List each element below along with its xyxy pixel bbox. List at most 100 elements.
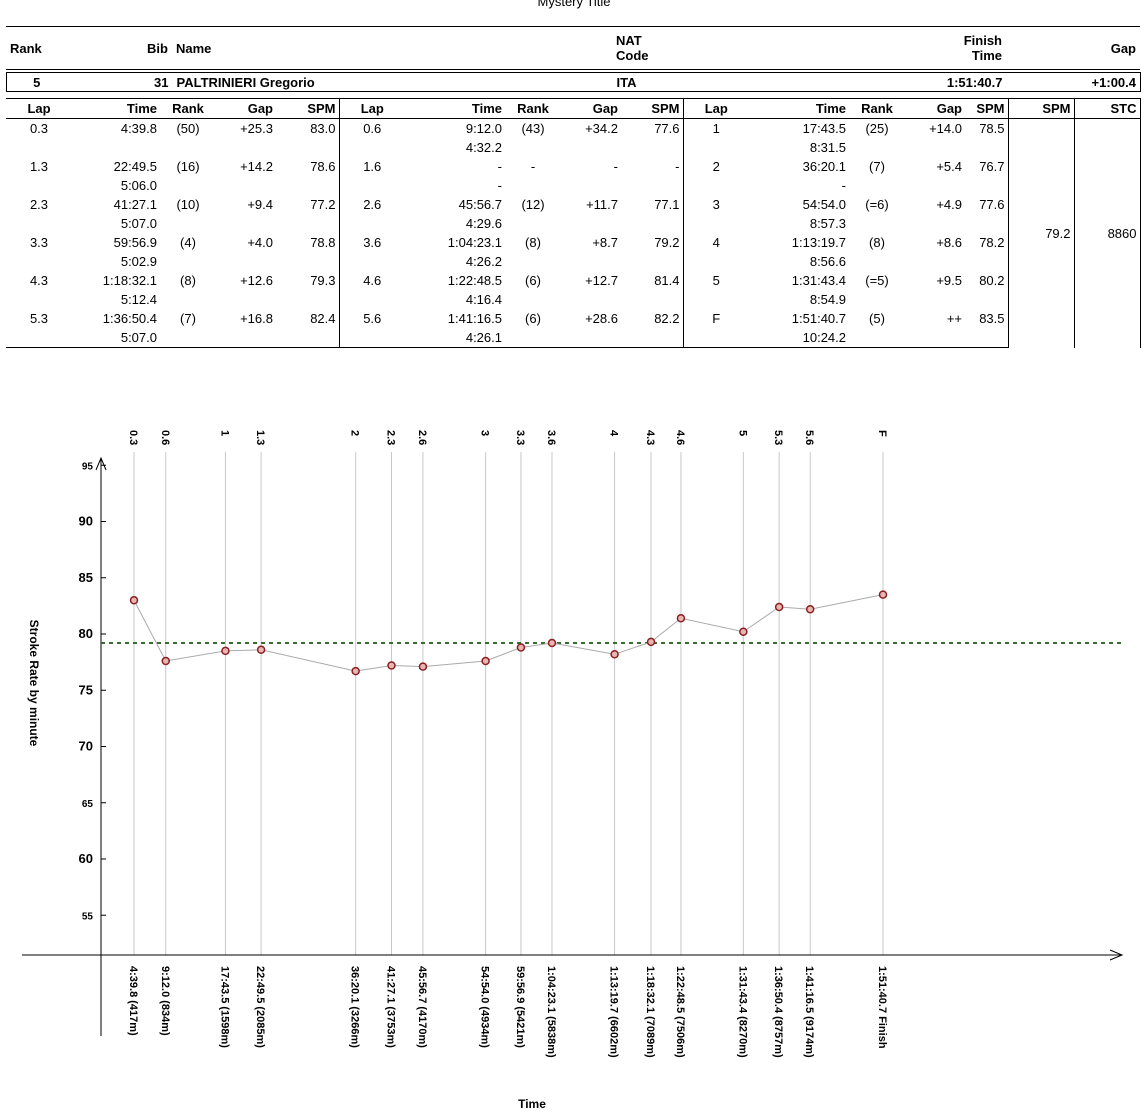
split-empty [621, 290, 684, 309]
split-rank: (25) [865, 121, 889, 136]
split-rank: (=6) [865, 197, 889, 212]
split-empty [505, 290, 561, 309]
split-time: 4:39.8 [120, 121, 157, 136]
lap-label: 3 [479, 430, 491, 436]
split-empty [849, 252, 905, 271]
y-axis-arrow [95, 456, 107, 471]
split-time: 54:54.0 [802, 197, 846, 212]
split-rank: (43) [521, 121, 545, 136]
split-empty [621, 214, 684, 233]
split-spm: 77.2 [276, 195, 340, 214]
split-empty [561, 176, 621, 195]
spm-col-header: SPM [276, 98, 340, 119]
split-spm: 78.6 [276, 157, 340, 176]
split-rank: (7) [180, 311, 196, 326]
split-empty [216, 214, 276, 233]
split-time: 9:12.0 [465, 121, 502, 136]
split-rank: (8) [180, 273, 196, 288]
split-subrow: 5:06.0 - - [6, 176, 1140, 195]
split-subrow: 5:02.9 4:26.2 8:56.6 [6, 252, 1140, 271]
split-row: 4.3 1:18:32.1 (8) +12.6 79.3 4.6 1:22:48.5 (6) +… [6, 271, 1140, 290]
gap-col-header: Gap [561, 98, 621, 119]
split-rank: (16) [176, 159, 200, 174]
spm-col-header: SPM [621, 98, 684, 119]
split-empty [6, 138, 72, 157]
split-empty [6, 176, 72, 195]
split-gap: +11.7 [586, 197, 618, 212]
data-point [481, 656, 490, 666]
splits-table: Lap Time Rank Gap SPM Lap Time Rank Gap … [6, 98, 1141, 348]
split-interval: 5:07.0 [72, 328, 160, 348]
split-spm: 78.2 [965, 233, 1009, 252]
split-empty [276, 252, 340, 271]
split-empty [216, 252, 276, 271]
split-gap: +25.3 [240, 121, 273, 136]
data-point [418, 662, 428, 671]
split-lap: 0.6 [363, 121, 382, 136]
split-row: 1.3 22:49.5 (16) +14.2 78.6 1.6- - - -2 36:20.1 (7… [6, 157, 1140, 176]
lap-col-header: Lap [339, 98, 405, 119]
athlete-nat: ITA [616, 74, 637, 90]
time-tick-label: 17:43.5 (1598m) [218, 966, 230, 1048]
split-gap: +8.6 [936, 235, 962, 250]
split-subrow: 5:12.4 4:16.4 8:54.9 [6, 290, 1140, 309]
split-empty [160, 138, 216, 157]
split-gap: +9.5 [936, 273, 962, 288]
y-tick-label: 90 [79, 514, 93, 529]
split-time: 1:41:16.5 [447, 311, 502, 326]
lap-label: 1.3 [254, 430, 266, 445]
split-spm: - [621, 157, 684, 176]
split-empty [621, 328, 684, 348]
split-interval: 4:32.2 [465, 140, 502, 155]
split-gap: +12.7 [585, 273, 618, 288]
y-tick-label: 80 [79, 626, 93, 641]
split-spm: 76.7 [965, 157, 1009, 176]
split-gap: +8.7 [592, 235, 618, 250]
lap-label: 4.6 [674, 430, 686, 445]
split-empty [905, 328, 965, 348]
split-spm: 77.1 [621, 195, 684, 214]
split-empty [965, 252, 1009, 271]
lap-label: 0.3 [127, 430, 139, 445]
y-tick-label: 70 [79, 739, 93, 754]
split-empty [905, 214, 965, 233]
split-interval: 5:06.0 [120, 178, 157, 193]
split-interval: 8:31.5 [809, 140, 846, 155]
split-interval: 4:29.6 [465, 216, 502, 231]
lap-label: 1 [218, 430, 230, 436]
split-empty [965, 290, 1009, 309]
y-tick-label: 75 [79, 682, 93, 697]
page-title: Mystery Title [537, 0, 611, 9]
split-spm: 79.2 [621, 233, 684, 252]
total-stc: 8860 [1073, 118, 1141, 348]
split-empty [683, 252, 749, 271]
bib-header: Bib [147, 40, 168, 56]
split-gap: +4.0 [247, 235, 273, 250]
split-empty [216, 138, 276, 157]
athlete-name: PALTRINIERI Gregorio [176, 74, 315, 90]
split-interval: 4:16.4 [465, 292, 502, 307]
athlete-finish-time: 1:51:40.7 [946, 74, 1003, 90]
split-row: 5.3 1:36:50.4 (7) +16.8 82.4 5.6 1:41:16.5 (6) +… [6, 309, 1140, 328]
gap-col-header: Gap [905, 98, 965, 119]
split-subrow: 5:07.0 4:26.1 10:24.2 [6, 328, 1140, 348]
y-tick-label: 95 [82, 461, 94, 472]
split-empty [905, 290, 965, 309]
data-point [739, 627, 748, 636]
lap-label: 5 [736, 430, 748, 436]
time-tick-label: 1:51:40.7 Finish [876, 966, 888, 1049]
lap-label: 3.3 [514, 430, 526, 445]
split-lap: 1.6 [363, 159, 382, 174]
lap-label: 2.3 [384, 430, 396, 445]
split-empty [683, 214, 749, 233]
athlete-rank: 5 [33, 74, 41, 90]
split-interval: 8:56.6 [809, 254, 846, 269]
data-point [805, 605, 815, 614]
split-rank: (=5) [865, 273, 889, 288]
split-lap: 4.3 [29, 273, 49, 288]
split-empty [160, 328, 216, 348]
data-point [351, 666, 360, 676]
split-empty [216, 176, 276, 195]
split-gap: +5.4 [936, 159, 962, 174]
time-tick-label: 1:18:32.1 (7089m) [644, 966, 656, 1058]
